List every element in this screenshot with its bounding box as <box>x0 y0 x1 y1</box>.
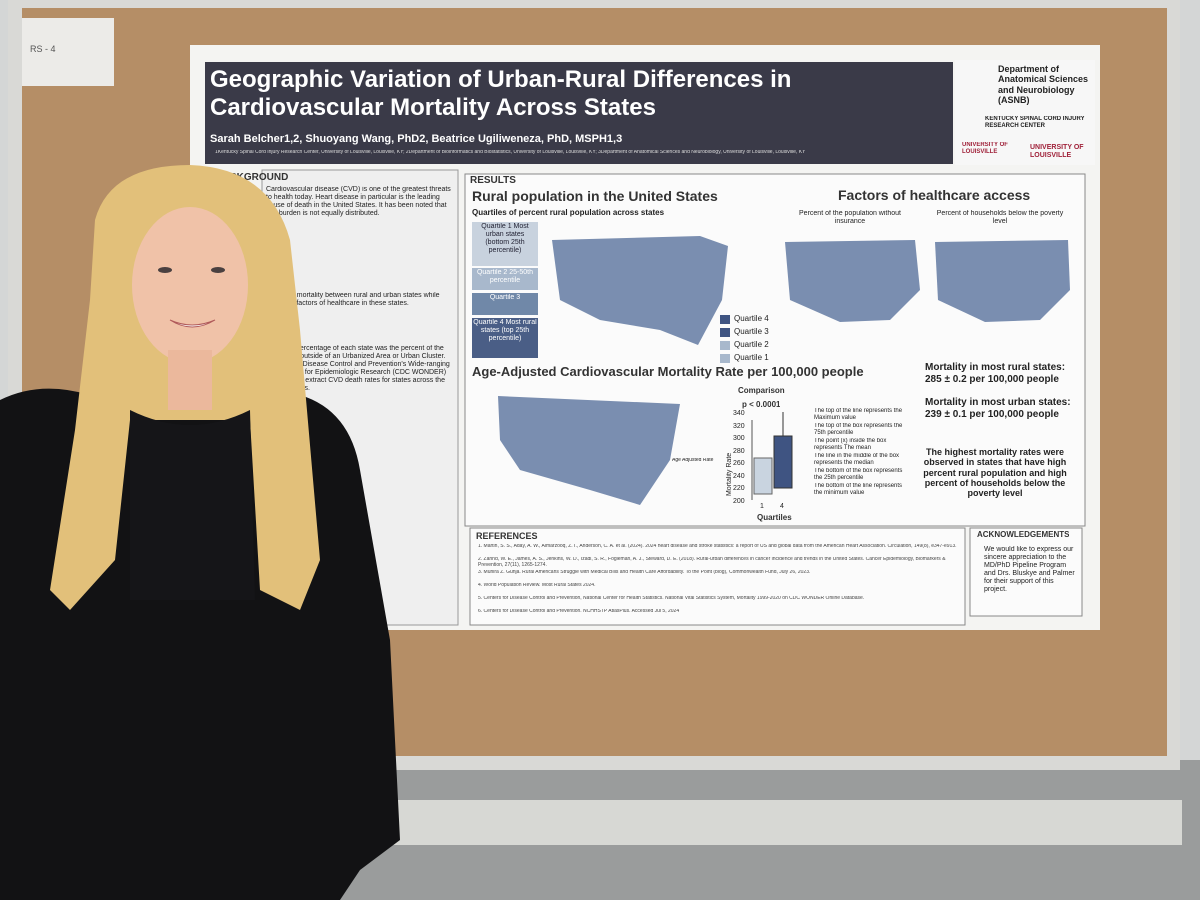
results-subtitle: Quartiles of percent rural population ac… <box>472 208 665 217</box>
reference: 6. Centers for Disease Control and Preve… <box>478 609 680 614</box>
box-note: The point (x) inside the box represents … <box>814 438 887 451</box>
box-note: The bottom of the line represents the mi… <box>814 483 903 496</box>
results-title: Rural population in the United States <box>472 188 718 204</box>
x-tick-label: 1 <box>760 503 764 510</box>
p-value: p < 0.0001 <box>742 400 781 409</box>
section-heading: ACKNOWLEDGEMENTS <box>977 530 1070 539</box>
poster-title: Geographic Variation of Urban-Rural Diff… <box>210 66 792 121</box>
stat-text: Mortality in most urban states: <box>925 397 1071 408</box>
y-tick-label: 220 <box>733 485 745 492</box>
quartile-box: Quartile 1 Most urban states (bottom 25t… <box>481 223 529 255</box>
quartile-box: Quartile 3 <box>489 294 521 301</box>
board-label: RS - 4 <box>30 44 56 54</box>
map-caption: Percent of households below the poverty … <box>936 210 1064 226</box>
results-title: Factors of healthcare access <box>838 187 1031 203</box>
authors: Sarah Belcher1,2, Shuoyang Wang, PhD2, B… <box>210 133 623 145</box>
y-tick-label: 280 <box>733 447 745 455</box>
affiliations: 1Kentucky Spinal Cord Injury Research Ce… <box>215 150 806 155</box>
conclusion: The highest mortality rates were observe… <box>923 447 1067 499</box>
logo-text: UNIVERSITY OF LOUISVILLE <box>1030 144 1084 160</box>
section-heading: REFERENCES <box>476 531 538 541</box>
section-text: The rural percentage of each state was t… <box>266 345 450 393</box>
reference: 3. Munira Z. Gunja. Rural Americans Stru… <box>478 570 811 575</box>
legend-label: Quartile 3 <box>734 327 769 336</box>
logo-text: KENTUCKY SPINAL CORD INJURY RESEARCH CEN… <box>985 116 1085 129</box>
box-note: The line in the middle of the box repres… <box>814 453 900 466</box>
y-tick-label: 320 <box>733 422 745 430</box>
box-note: The top of the box represents the 75th p… <box>814 423 903 436</box>
legend-label: Quartile 2 <box>734 340 769 349</box>
box-note: The bottom of the box represents the 25t… <box>814 468 903 481</box>
logo-text: Department of Anatomical Sciences and Ne… <box>998 64 1089 106</box>
y-tick-label: 260 <box>733 460 745 467</box>
reference: 2. Zahnd, W. E., James, A. S., Jenkins, … <box>478 557 946 568</box>
reference: 4. World Population Review. Most Rural S… <box>478 583 596 588</box>
stat-text: 239 ± 0.1 per 100,000 people <box>925 409 1059 420</box>
reference: 1. Martin, S. S., Aday, A. W., Almarzooq… <box>478 544 957 549</box>
section-heading: BACKGROUND <box>215 172 289 183</box>
legend-label: Quartile 4 <box>734 314 769 323</box>
quartile-box: Quartile 4 Most rural states (top 25th p… <box>473 319 537 343</box>
quartile-box: Quartile 2 25-50th percentile <box>476 269 534 285</box>
stat-text: 285 ± 0.2 per 100,000 people <box>925 374 1059 385</box>
y-tick-label: 340 <box>733 410 745 417</box>
x-tick-label: 4 <box>780 503 784 510</box>
stat-text: Mortality in most rural states: <box>925 362 1066 373</box>
x-axis-label: Quartiles <box>757 513 792 522</box>
section-text: Cardiovascular disease (CVD) is one of t… <box>266 186 451 218</box>
section-heading: RESULTS <box>470 175 516 186</box>
y-tick-label: 200 <box>733 497 745 505</box>
logo-text: UNIVERSITY OF LOUISVILLE <box>962 142 1008 155</box>
reference: 5. Centers for Disease Control and Preve… <box>478 596 865 601</box>
y-tick-label: 300 <box>733 435 745 442</box>
y-tick-label: 240 <box>733 472 745 480</box>
legend-label: Quartile 1 <box>734 353 769 362</box>
box-title: Comparison <box>738 386 785 395</box>
results-title: Age-Adjusted Cardiovascular Mortality Ra… <box>472 365 864 379</box>
map-legend: Age Adjusted Rate <box>672 458 714 463</box>
box-note: The top of the line represents the Maxim… <box>814 408 903 421</box>
ack-text: We would like to express our sincere app… <box>984 546 1075 594</box>
section-text: Compare mortality between rural and urba… <box>266 292 440 308</box>
map-caption: Percent of the population without insura… <box>799 210 901 226</box>
